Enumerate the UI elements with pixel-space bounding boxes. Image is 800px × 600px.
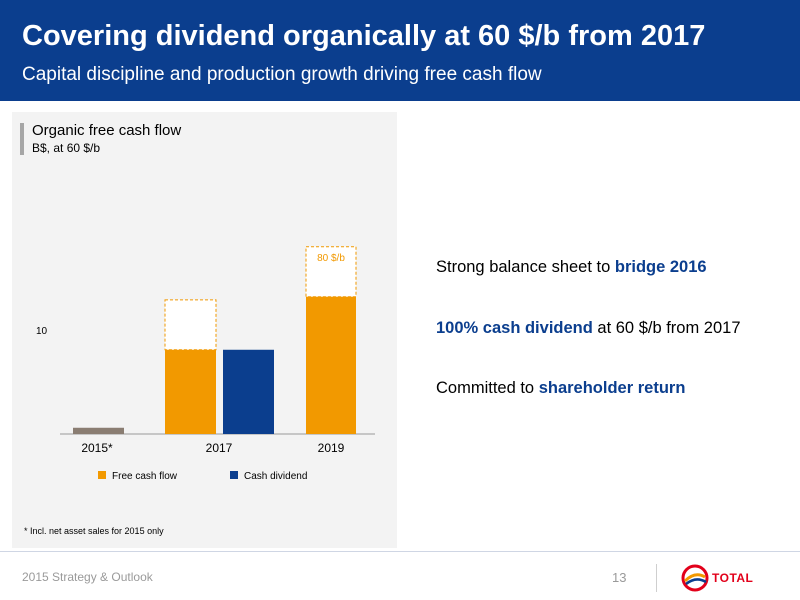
footer-separator <box>656 564 657 592</box>
x-tick-label: 2017 <box>206 441 233 455</box>
bullet-1: Strong balance sheet to bridge 2016 <box>436 258 707 277</box>
bullet-3: Committed to shareholder return <box>436 379 685 398</box>
bar-free-cash-flow <box>306 296 356 434</box>
bar-cash-dividend <box>223 349 274 434</box>
scenario-bar-outline <box>305 246 357 298</box>
chart-title-accent-bar <box>20 123 24 155</box>
bullet-1-text: Strong balance sheet to <box>436 258 615 276</box>
y-tick-label: 10 <box>36 326 48 337</box>
page-title: Covering dividend organically at 60 $/b … <box>22 20 706 52</box>
x-tick-label: 2019 <box>318 441 345 455</box>
legend-label: Cash dividend <box>244 471 307 482</box>
page-subtitle: Capital discipline and production growth… <box>22 64 542 85</box>
bar-free-cash-flow <box>165 349 216 434</box>
total-logo-icon <box>681 564 709 592</box>
total-logo: TOTAL <box>680 563 790 593</box>
text-panel <box>403 112 796 548</box>
footer-divider <box>0 551 800 552</box>
bullet-3-highlight: shareholder return <box>538 379 686 397</box>
chart-subtitle: B$, at 60 $/b <box>32 141 101 155</box>
scenario-bar-outline <box>164 299 217 351</box>
footer-title: 2015 Strategy & Outlook <box>22 570 153 584</box>
bullet-1-highlight: bridge 2016 <box>614 258 707 276</box>
legend-label: Free cash flow <box>112 471 178 482</box>
page-number: 13 <box>612 570 627 585</box>
bullet-2-tail: at 60 $/b from 2017 <box>592 319 741 337</box>
chart-title: Organic free cash flow <box>32 122 182 139</box>
bullet-3-text: Committed to <box>436 379 539 397</box>
header-banner: Covering dividend organically at 60 $/b … <box>0 0 800 101</box>
bar-free-cash-flow <box>73 427 124 434</box>
bullet-2: 100% cash dividend at 60 $/b from 2017 <box>436 319 741 338</box>
footnote: * Incl. net asset sales for 2015 only <box>24 526 164 536</box>
total-logo-text: TOTAL <box>712 571 754 585</box>
legend-swatch <box>230 471 238 479</box>
legend-swatch <box>98 471 106 479</box>
scenario-label: 80 $/b <box>317 253 345 264</box>
x-tick-label: 2015* <box>81 441 113 455</box>
bullet-2-highlight: 100% cash dividend <box>436 319 593 337</box>
